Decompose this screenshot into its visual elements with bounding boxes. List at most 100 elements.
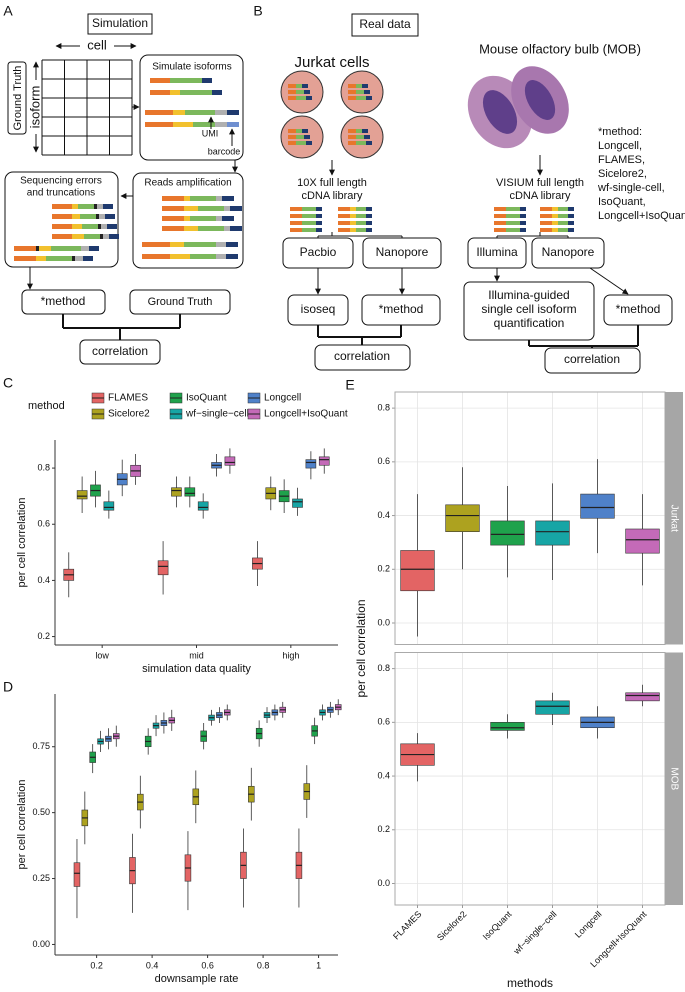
x-tick-label: 1 — [316, 960, 321, 970]
isoform-segment — [226, 254, 238, 259]
isoform-segment — [170, 242, 184, 247]
y-tick-label: 0.2 — [37, 631, 50, 641]
isoform-segment — [230, 206, 242, 211]
isoform-segment — [72, 234, 84, 239]
y-tick-label: 0.25 — [32, 873, 50, 883]
isoform-segment — [162, 206, 184, 211]
y-tick-label: 0.4 — [37, 575, 50, 585]
isoform-segment — [180, 90, 212, 95]
isoform-segment — [302, 221, 316, 225]
isoform-segment — [162, 216, 184, 221]
isoform-segment — [170, 90, 180, 95]
label: wf-single-cell, — [597, 182, 665, 194]
isoform-segment — [51, 246, 81, 251]
arrow — [589, 267, 629, 295]
panel-border — [394, 652, 666, 906]
y-tick-label: 0.2 — [377, 824, 390, 834]
label: isoform — [27, 86, 42, 129]
isoform-segment — [316, 228, 322, 232]
isoform-segment — [290, 214, 302, 218]
isoform-segment — [72, 214, 80, 219]
isoform-segment — [216, 196, 222, 201]
isoform-segment — [296, 129, 302, 133]
label: *method — [616, 302, 661, 316]
label: Longcell, — [598, 140, 642, 152]
isoform-segment — [52, 224, 72, 229]
isoform-segment — [552, 221, 558, 225]
isoform-segment — [290, 207, 302, 211]
isoform-segment — [568, 207, 574, 211]
isoform-segment — [184, 242, 216, 247]
box — [224, 456, 236, 466]
label: Nanopore — [542, 245, 595, 259]
label: correlation — [334, 349, 390, 363]
isoform-segment — [366, 207, 372, 211]
box — [351, 13, 419, 37]
isoform-segment — [348, 135, 356, 139]
isoform-segment — [356, 135, 364, 139]
x-tick-label: Sicelore2 — [435, 909, 469, 943]
isoform-segment — [348, 96, 356, 100]
isoform-segment — [81, 246, 89, 251]
isoform-segment — [190, 216, 216, 221]
x-tick-label: FLAMES — [391, 909, 424, 942]
isoform-segment — [36, 256, 46, 261]
isoform-segment — [216, 216, 222, 221]
isoform-segment — [356, 90, 364, 94]
isoform-segment — [184, 226, 198, 231]
isoform-segment — [150, 90, 170, 95]
label: cDNA library — [509, 190, 571, 202]
box — [400, 550, 435, 592]
isoform-segment — [366, 141, 372, 145]
isoform-segment — [302, 84, 308, 88]
isoform-segment — [184, 196, 190, 201]
isoform-segment — [227, 110, 239, 115]
isoform-segment — [558, 221, 568, 225]
isoform-segment — [304, 135, 310, 139]
label: VISIUM full length — [496, 177, 584, 189]
panel-letter: A — [3, 3, 13, 19]
isoform-segment — [362, 84, 368, 88]
isoform-segment — [46, 256, 72, 261]
label: FLAMES, — [598, 154, 645, 166]
box — [580, 493, 615, 519]
isoform-segment — [98, 224, 101, 229]
box — [157, 560, 169, 576]
isoform-segment — [14, 246, 36, 251]
label: quantification — [494, 316, 565, 330]
legend-label: wf−single−cell — [185, 409, 249, 420]
label: correlation — [564, 352, 620, 366]
box — [79, 339, 161, 365]
isoform-segment — [316, 207, 322, 211]
isoform-segment — [89, 246, 99, 251]
isoform-segment — [288, 90, 296, 94]
legend-title: method — [28, 400, 65, 412]
isoform-segment — [290, 228, 302, 232]
isoform-segment — [162, 196, 184, 201]
box — [318, 456, 330, 466]
isoform-segment — [356, 214, 366, 218]
isoform-segment — [296, 141, 306, 145]
x-tick-label: wf−single−cell — [511, 909, 559, 957]
isoform-segment — [216, 242, 226, 247]
y-axis-label: per cell correlation — [16, 780, 28, 870]
x-tick-label: Longcell — [573, 909, 604, 940]
isoform-segment — [82, 224, 98, 229]
isoform-segment — [215, 110, 227, 115]
isoform-segment — [150, 78, 170, 83]
isoform-segment — [316, 214, 322, 218]
isoform-segment — [302, 214, 316, 218]
isoform-segment — [520, 214, 526, 218]
isoform-segment — [288, 96, 296, 100]
y-tick-label: 0.0 — [377, 878, 390, 888]
isoform-segment — [185, 110, 215, 115]
label: cDNA library — [301, 190, 363, 202]
isoform-segment — [52, 204, 72, 209]
isoform-segment — [350, 207, 356, 211]
box — [139, 54, 244, 161]
isoform-segment — [306, 141, 312, 145]
x-axis-label: methods — [507, 976, 553, 990]
isoform-segment — [302, 129, 308, 133]
isoform-segment — [103, 204, 113, 209]
